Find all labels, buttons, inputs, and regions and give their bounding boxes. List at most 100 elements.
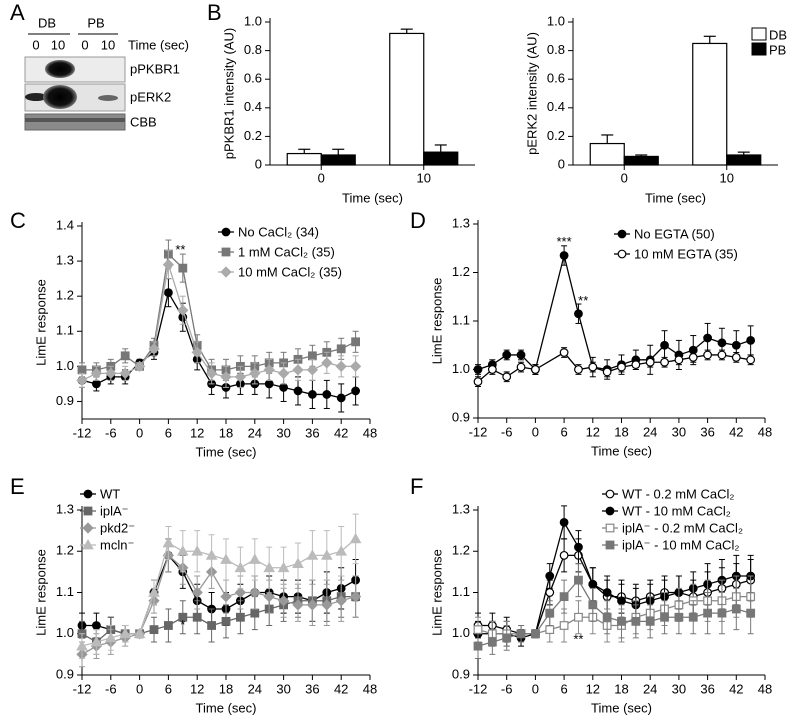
y-tick-label: 1.0 xyxy=(56,358,74,373)
row-label: CBB xyxy=(130,114,157,129)
x-axis-label: Time (sec) xyxy=(196,700,257,715)
x-axis-label: Time (sec) xyxy=(342,190,403,205)
marker xyxy=(605,489,615,499)
y-axis-label: pERK2 intensity (AU) xyxy=(524,32,539,155)
panel-label: B xyxy=(207,0,222,25)
marker xyxy=(703,608,712,618)
marker xyxy=(148,586,160,597)
panel-label: F xyxy=(410,474,423,499)
marker xyxy=(602,588,612,597)
marker xyxy=(207,621,217,630)
marker xyxy=(320,549,333,560)
marker xyxy=(264,379,274,389)
marker xyxy=(746,355,756,365)
annotation: ** xyxy=(175,242,185,257)
marker xyxy=(531,365,540,374)
marker xyxy=(559,517,569,527)
marker xyxy=(192,612,202,622)
y-tick-label: 1.0 xyxy=(244,13,262,28)
y-tick-label: 1.0 xyxy=(547,13,565,28)
marker xyxy=(277,561,290,573)
marker xyxy=(163,288,173,298)
marker xyxy=(119,627,132,639)
row-label: pPKBR1 xyxy=(130,61,180,76)
marker xyxy=(605,506,615,516)
x-tick-label: -6 xyxy=(501,681,513,696)
marker xyxy=(617,596,626,606)
marker xyxy=(263,590,275,603)
marker xyxy=(516,629,526,639)
x-tick-label: -12 xyxy=(469,681,488,696)
marker xyxy=(602,612,612,622)
marker xyxy=(674,612,684,622)
marker xyxy=(574,542,583,552)
marker xyxy=(473,377,483,387)
marker xyxy=(574,309,583,319)
y-tick-label: 0.2 xyxy=(547,128,565,143)
marker xyxy=(191,586,203,599)
y-tick-label: 0.2 xyxy=(244,128,262,143)
marker xyxy=(308,351,317,361)
annotation: ** xyxy=(578,293,588,308)
marker xyxy=(588,600,598,610)
legend-label: No CaCl₂ (34) xyxy=(238,224,319,239)
marker xyxy=(674,355,684,365)
y-axis-label: pPKBR1 intensity (AU) xyxy=(221,28,236,160)
x-axis-label: Time (sec) xyxy=(196,444,257,459)
x-tick-label: 24 xyxy=(248,681,262,696)
x-tick-label: 0 xyxy=(136,425,143,440)
y-tick-label: 1.1 xyxy=(56,323,74,338)
marker xyxy=(336,344,346,354)
x-axis-label: Time (sec) xyxy=(591,700,652,715)
marker xyxy=(617,249,627,259)
series-line xyxy=(82,554,356,635)
x-tick-label: 42 xyxy=(729,424,743,439)
blot-row xyxy=(24,56,126,83)
marker xyxy=(559,251,569,260)
marker xyxy=(351,337,360,347)
x-tick-label: 6 xyxy=(165,681,172,696)
marker xyxy=(502,350,512,360)
x-tick-label: -6 xyxy=(501,424,513,439)
marker xyxy=(90,635,103,647)
marker xyxy=(76,640,88,651)
marker xyxy=(645,357,655,367)
y-tick-label: 1.2 xyxy=(452,264,470,279)
marker xyxy=(205,549,218,560)
marker xyxy=(336,393,346,403)
legend-label: iplA⁻ xyxy=(100,503,129,518)
marker xyxy=(178,612,188,622)
marker xyxy=(308,390,317,399)
marker xyxy=(221,247,231,257)
legend-label: iplA⁻ - 0.2 mM CaCl₂ xyxy=(622,520,743,535)
marker xyxy=(82,522,94,534)
legend-label: mcln⁻ xyxy=(100,537,134,552)
x-tick-label: 12 xyxy=(586,424,600,439)
marker xyxy=(349,532,362,544)
x-tick-label: 36 xyxy=(305,681,319,696)
marker xyxy=(148,343,160,355)
x-tick-label: 10 xyxy=(720,170,734,185)
marker xyxy=(660,612,669,622)
marker xyxy=(306,364,319,376)
marker xyxy=(292,557,304,569)
y-tick-label: 0.6 xyxy=(547,71,565,86)
y-tick-label: 1.0 xyxy=(452,625,470,640)
marker xyxy=(277,595,290,607)
bar xyxy=(389,32,425,166)
marker xyxy=(82,538,94,550)
legend-label: WT - 0.2 mM CaCl₂ xyxy=(622,486,734,501)
legend-label: PB xyxy=(769,42,786,57)
x-tick-label: 18 xyxy=(219,681,233,696)
marker xyxy=(559,621,569,630)
marker xyxy=(164,621,173,630)
marker xyxy=(545,608,555,618)
legend-label: DB xyxy=(769,27,787,42)
marker xyxy=(133,627,146,639)
bar xyxy=(320,154,356,166)
x-tick-label: 0 xyxy=(136,681,143,696)
band xyxy=(25,93,47,101)
y-tick-label: 1.3 xyxy=(452,501,470,516)
marker xyxy=(234,371,247,383)
marker xyxy=(703,350,712,360)
